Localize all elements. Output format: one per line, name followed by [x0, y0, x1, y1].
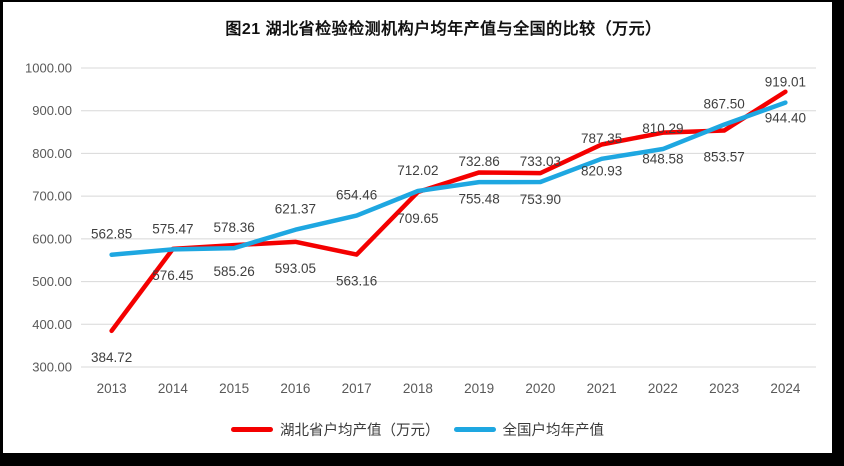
data-label-hubei: 576.45 — [152, 268, 193, 283]
data-label-national: 562.85 — [91, 227, 132, 242]
y-tick-label: 900.00 — [32, 103, 72, 118]
data-label-national: 810.29 — [642, 121, 683, 136]
x-tick-label: 2020 — [525, 381, 555, 396]
hubei-line-swatch — [231, 426, 273, 432]
data-label-national: 733.03 — [520, 154, 561, 169]
data-label-hubei: 944.40 — [765, 111, 806, 126]
x-tick-label: 2016 — [280, 381, 310, 396]
data-label-national: 867.50 — [703, 97, 744, 112]
data-label-hubei: 820.93 — [581, 163, 622, 178]
data-label-hubei: 593.05 — [275, 261, 316, 276]
x-tick-label: 2017 — [342, 381, 372, 396]
y-tick-label: 300.00 — [32, 360, 72, 375]
data-label-hubei: 848.58 — [642, 152, 683, 167]
data-label-hubei: 585.26 — [213, 264, 254, 279]
x-tick-label: 2024 — [770, 381, 801, 396]
x-tick-label: 2013 — [97, 381, 127, 396]
data-label-national: 575.47 — [152, 221, 193, 236]
data-label-hubei: 753.90 — [520, 192, 561, 207]
y-tick-label: 400.00 — [32, 317, 72, 332]
national-line-swatch — [453, 426, 496, 432]
x-tick-label: 2018 — [403, 381, 433, 396]
x-tick-label: 2022 — [648, 381, 678, 396]
data-label-hubei: 853.57 — [703, 150, 744, 165]
x-tick-label: 2015 — [219, 381, 249, 396]
data-label-hubei: 709.65 — [397, 211, 438, 226]
x-tick-label: 2014 — [158, 381, 189, 396]
x-tick-label: 2023 — [709, 381, 739, 396]
series-line-hubei — [109, 89, 788, 334]
data-label-national: 654.46 — [336, 188, 377, 203]
series-line-national — [109, 100, 788, 257]
line-chart: 300.00 400.00 500.00 600.00 700.00 800.00 900.… — [25, 61, 816, 396]
y-tick-label: 600.00 — [32, 231, 72, 246]
data-label-national: 732.86 — [458, 154, 499, 169]
data-label-hubei: 755.48 — [458, 191, 499, 206]
data-label-national: 712.02 — [397, 163, 438, 178]
x-tick-label: 2019 — [464, 381, 494, 396]
legend-item-national: 全国户均年产值 — [453, 419, 605, 440]
legend: 湖北省户均产值（万元） 全国户均年产值 — [3, 417, 832, 441]
y-tick-label: 1000.00 — [25, 61, 72, 76]
data-label-hubei: 563.16 — [336, 274, 377, 289]
y-tick-label: 700.00 — [32, 189, 72, 204]
data-label-national: 578.36 — [213, 220, 254, 235]
y-tick-label: 800.00 — [32, 146, 72, 161]
x-tick-label: 2021 — [587, 381, 617, 396]
data-label-national: 621.37 — [275, 202, 316, 217]
y-tick-label: 500.00 — [32, 274, 72, 289]
data-label-hubei: 384.72 — [91, 350, 132, 365]
data-label-national: 787.35 — [581, 131, 622, 146]
legend-label-national: 全国户均年产值 — [502, 422, 605, 439]
chart-title: 图21 湖北省检验检测机构户均年产值与全国的比较（万元） — [225, 21, 662, 38]
data-label-national: 919.01 — [765, 75, 806, 90]
legend-label-hubei: 湖北省户均产值（万元） — [280, 422, 440, 439]
legend-item-hubei: 湖北省户均产值（万元） — [231, 419, 440, 440]
